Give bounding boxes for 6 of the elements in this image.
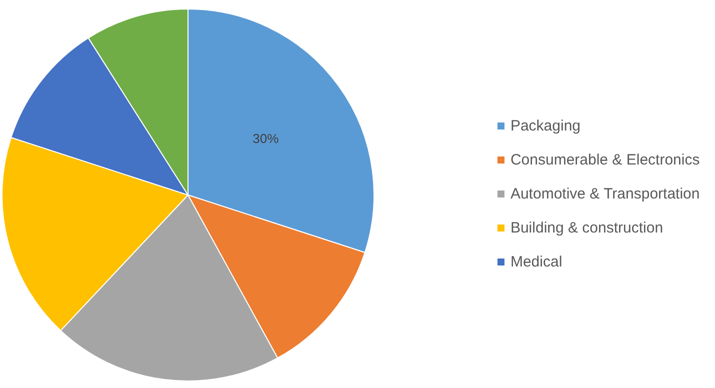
legend-label: Automotive & Transportation — [510, 186, 700, 202]
legend-label: Packaging — [510, 118, 581, 134]
data-label: 30% — [252, 131, 280, 146]
legend-label: Consumerable & Electronics — [510, 152, 700, 168]
legend-label: Building & construction — [510, 220, 664, 236]
legend-label: Medical — [510, 254, 562, 270]
